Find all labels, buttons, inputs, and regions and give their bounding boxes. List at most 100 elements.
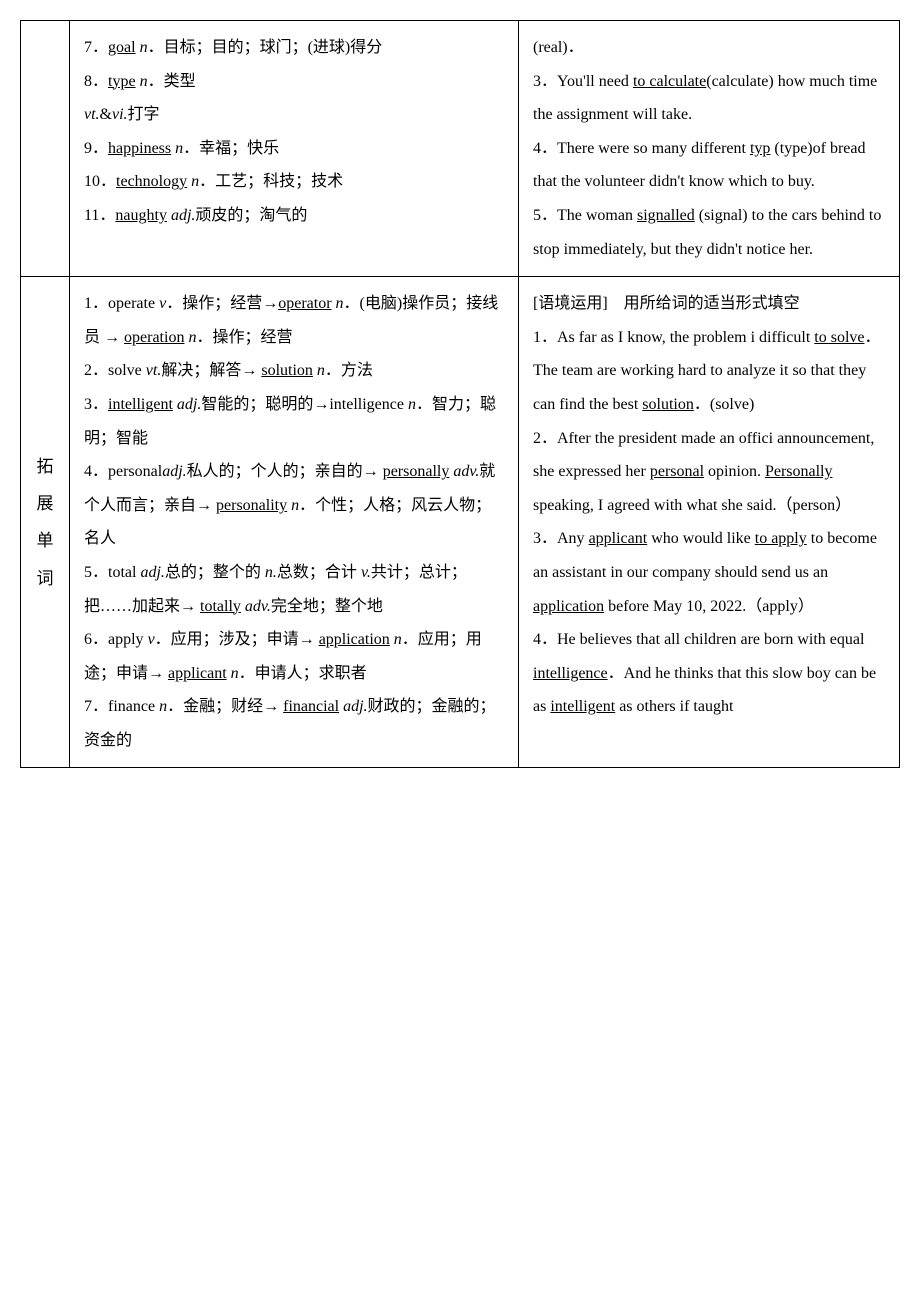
sent-5: 5．The woman signalled (signal) to the ca… xyxy=(533,199,885,266)
text: ．(solve) xyxy=(694,396,754,413)
text: (real)． xyxy=(533,39,584,56)
entry-7: 7．finance n．金融；财经→ financial adj.财政的；金融的… xyxy=(84,690,504,757)
pos: n xyxy=(408,396,416,413)
amp: & xyxy=(100,106,112,123)
def: ．类型 xyxy=(148,73,196,90)
text: 3．Any xyxy=(533,530,589,547)
pos: n xyxy=(175,140,183,157)
entry-10: 10．technology n．工艺；科技；技术 xyxy=(84,165,504,199)
text: 4．He believes that all children are born… xyxy=(533,631,864,648)
usage-cell: [语境运用] 用所给词的适当形式填空 1．As far as I know, t… xyxy=(519,277,900,768)
text: ．操作；经营→ xyxy=(166,295,278,312)
text: 总数；合计 xyxy=(277,564,361,581)
entry-7: 7．goal n．目标；目的；球门；(进球)得分 xyxy=(84,31,504,65)
text: ．方法 xyxy=(325,362,373,379)
answer: application xyxy=(533,598,604,615)
num: 7． xyxy=(84,39,108,56)
side-char: 展 xyxy=(25,485,65,522)
entry-6: 6．apply v．应用；涉及；申请→ application n．应用；用途；… xyxy=(84,623,504,690)
answer: typ xyxy=(750,140,770,157)
text: 6．apply xyxy=(84,631,148,648)
deriv: application xyxy=(319,631,390,648)
usage-cell: (real)． 3．You'll need to calculate(calcu… xyxy=(519,21,900,277)
text: ．操作；经营 xyxy=(196,329,292,346)
pos: n xyxy=(191,173,199,190)
text: who would like xyxy=(647,530,755,547)
entry-5: 5．total adj.总的；整个的 n.总数；合计 v.共计；总计；把……加起… xyxy=(84,556,504,623)
text: 7．finance xyxy=(84,698,159,715)
word: happiness xyxy=(108,140,171,157)
deriv: operator xyxy=(278,295,331,312)
pos: n xyxy=(227,665,239,682)
pos: adj. xyxy=(162,463,186,480)
text: opinion. xyxy=(704,463,765,480)
word: goal xyxy=(108,39,136,56)
answer: to calculate xyxy=(633,73,706,90)
entry-11: 11．naughty adj.顽皮的；淘气的 xyxy=(84,199,504,233)
word: technology xyxy=(116,173,187,190)
sent-4: 4．He believes that all children are born… xyxy=(533,623,885,724)
pos: n xyxy=(336,295,344,312)
deriv: financial xyxy=(283,698,339,715)
def: 打字 xyxy=(128,106,160,123)
deriv: totally xyxy=(200,598,241,615)
text: 4．personal xyxy=(84,463,162,480)
pos: adj. xyxy=(343,698,367,715)
num: 10． xyxy=(84,173,116,190)
text: 2．After the president made an offici xyxy=(533,430,773,447)
word: naughty xyxy=(115,207,167,224)
text: 5．total xyxy=(84,564,140,581)
deriv: operation xyxy=(124,329,184,346)
text: ．应用；涉及；申请→ xyxy=(155,631,319,648)
entry-8: 8．type n．类型 xyxy=(84,65,504,99)
sidebar-cell-empty xyxy=(21,21,70,277)
pos: v xyxy=(148,631,155,648)
pos: adj. xyxy=(173,396,201,413)
answer: signalled xyxy=(637,207,695,224)
text: 3． xyxy=(84,396,108,413)
pos: n xyxy=(287,497,299,514)
text: before May 10, 2022.（apply） xyxy=(604,598,814,615)
pos: n xyxy=(159,698,167,715)
text: 1．operate xyxy=(84,295,159,312)
vocab-cell: 1．operate v．操作；经营→operator n．(电脑)操作员；接线员… xyxy=(70,277,519,768)
sent-2: 2．After the president made an offici ann… xyxy=(533,422,885,523)
pos: n xyxy=(140,73,148,90)
entry-1: 1．operate v．操作；经营→operator n．(电脑)操作员；接线员… xyxy=(84,287,504,354)
def: ．幸福；快乐 xyxy=(183,140,279,157)
pos: vi. xyxy=(112,106,128,123)
entry-2: 2．solve vt.解决；解答→ solution n．方法 xyxy=(84,354,504,388)
pos: n xyxy=(140,39,148,56)
entry-8b: vt.&vi.打字 xyxy=(84,98,504,132)
table-row: 拓 展 单 词 1．operate v．操作；经营→operator n．(电脑… xyxy=(21,277,900,768)
sent-3: 3．You'll need to calculate(calculate) ho… xyxy=(533,65,885,132)
def: ．目标；目的；球门；(进球)得分 xyxy=(148,39,383,56)
vocab-table: 7．goal n．目标；目的；球门；(进球)得分 8．type n．类型 vt.… xyxy=(20,20,900,768)
pos: adj. xyxy=(140,564,164,581)
answer: Personally xyxy=(765,463,833,480)
word: intelligent xyxy=(108,396,173,413)
answer: solution xyxy=(642,396,694,413)
pos: n xyxy=(390,631,402,648)
answer: personal xyxy=(650,463,704,480)
pos: adv. xyxy=(449,463,479,480)
side-char: 拓 xyxy=(25,448,65,485)
deriv: personality xyxy=(216,497,287,514)
vocab-cell: 7．goal n．目标；目的；球门；(进球)得分 8．type n．类型 vt.… xyxy=(70,21,519,277)
answer: intelligent xyxy=(550,698,615,715)
text: ．申请人；求职者 xyxy=(239,665,367,682)
text: 私人的；个人的；亲自的→ xyxy=(187,463,383,480)
pos: adj. xyxy=(171,207,195,224)
text: [语境运用] 用所给词的适当形式填空 xyxy=(533,295,800,312)
def: ．工艺；科技；技术 xyxy=(199,173,343,190)
sidebar-cell-expand: 拓 展 单 词 xyxy=(21,277,70,768)
pos: adv. xyxy=(241,598,271,615)
pos: n xyxy=(317,362,325,379)
answer: applicant xyxy=(589,530,648,547)
pos: vt. xyxy=(84,106,100,123)
entry-3: 3．intelligent adj.智能的；聪明的→intelligence n… xyxy=(84,388,504,455)
num: 9． xyxy=(84,140,108,157)
sent-frag: (real)． xyxy=(533,31,885,65)
deriv: applicant xyxy=(168,665,227,682)
sent-3: 3．Any applicant who would like to apply … xyxy=(533,522,885,623)
